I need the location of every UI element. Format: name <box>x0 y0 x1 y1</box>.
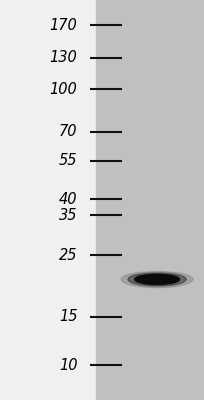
Text: 100: 100 <box>50 82 78 96</box>
Bar <box>0 0 90 400</box>
Text: 130: 130 <box>50 50 78 65</box>
Text: 15: 15 <box>59 309 78 324</box>
Text: 25: 25 <box>59 248 78 263</box>
Ellipse shape <box>128 273 186 286</box>
Text: 40: 40 <box>59 192 78 206</box>
Text: 55: 55 <box>59 153 78 168</box>
Text: 170: 170 <box>50 18 78 33</box>
Ellipse shape <box>135 274 180 284</box>
Text: 10: 10 <box>59 358 78 373</box>
Ellipse shape <box>121 272 193 288</box>
Text: 35: 35 <box>59 208 78 222</box>
Bar <box>96 0 204 400</box>
Text: 70: 70 <box>59 124 78 139</box>
